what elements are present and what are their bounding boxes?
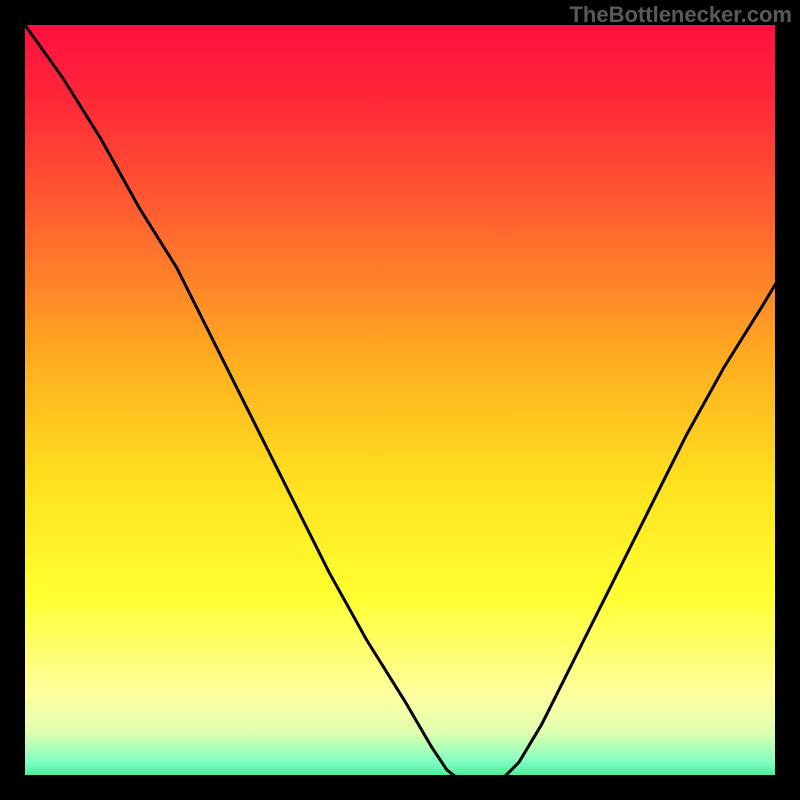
- gradient-background: [25, 25, 785, 785]
- chart-svg: [0, 0, 800, 800]
- watermark-text: TheBottlenecker.com: [569, 2, 792, 28]
- bottleneck-chart: TheBottlenecker.com: [0, 0, 800, 800]
